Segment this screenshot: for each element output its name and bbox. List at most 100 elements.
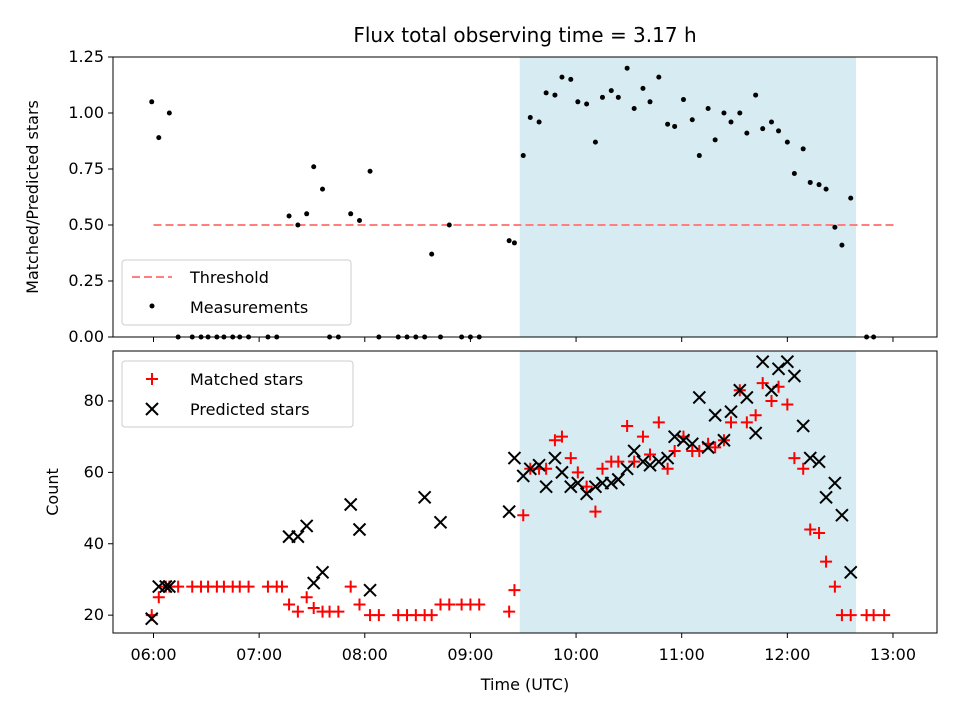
predicted-star-point [363,583,377,597]
x-tick-label: 06:00 [130,645,176,664]
measurements-legend-label: Measurements [190,298,308,317]
matched-star-point [878,609,891,622]
predicted-star-point [299,519,314,533]
predicted-star-point [803,451,817,465]
matched-star-point [571,466,584,479]
predicted-star-point [159,579,173,594]
measurement-point [348,211,354,217]
predicted-star-point [564,479,578,494]
predicted-star-point [611,472,626,487]
matched-star-point [589,505,602,518]
measurement-point [656,74,662,80]
measurement-point [640,85,646,91]
measurement-point [705,106,711,112]
predicted-star-point [417,490,432,505]
predicted-star-point [717,433,731,447]
predicted-star-point [352,522,367,537]
matched-star-point [788,452,801,465]
matched-star-point [283,598,296,611]
y-tick-label: 0.50 [68,215,104,234]
count-y-axis-label: Count [43,468,62,516]
predicted-star-point [604,476,618,490]
measurement-point [527,114,533,120]
predicted-star-point [315,565,330,580]
predicted-star-point [844,565,858,580]
matched-star-point [517,509,530,522]
ratio-panel-frame [112,56,938,338]
matched-star-point [644,448,657,461]
measurement-point [768,119,774,125]
predicted-star-point [532,458,546,472]
measurement-point [506,238,512,244]
measurement-point [753,92,759,98]
y-tick-label: 0.75 [68,159,104,178]
matched-star-point [307,602,320,615]
matched-star-point [797,462,810,475]
measurements-legend-swatch [149,303,155,309]
matched-star-point [503,605,516,618]
matched-star-point [867,609,880,622]
count-legend-box [121,360,354,428]
matched-star-point [152,591,165,604]
predicted-star-point [627,444,641,458]
x-tick-label: 07:00 [236,645,282,664]
measurement-point [552,92,558,98]
measurement-point [568,76,574,82]
measurement-point [744,130,750,136]
predicted-star-point [643,458,657,472]
y-tick-label: 60 [84,462,104,481]
count-panel-frame [112,350,938,634]
predicted-star-point [708,408,722,422]
matched-star-point [709,441,722,454]
measurement-point [356,218,362,224]
x-tick-label: 13:00 [870,645,916,664]
ratio-y-ticks: 0.00 0.25 0.50 0.75 1.00 1.25 [68,47,113,346]
measurement-point [592,139,598,145]
predicted-star-point [523,462,537,476]
matched-star-point [344,580,357,593]
measurement-point [559,74,565,80]
measurement-point [575,99,581,105]
matched-star-point [749,409,762,422]
ratio-legend: Threshold Measurements [121,259,352,326]
matched-star-point [291,605,304,618]
measurement-point [647,99,653,105]
x-axis-label: Time (UTC) [480,675,569,694]
ratio-panel: 0.00 0.25 0.50 0.75 1.00 1.25 Matched/Predict… [23,47,938,346]
chart-title: Flux total observing time = 3.17 h [353,23,696,47]
predicted-star-point [579,487,594,501]
matched-star-point [628,455,641,468]
matched-star-point [473,598,486,611]
predicted-star-point [835,508,849,522]
measurement-point [311,164,317,170]
count-legend: Matched stars Predicted stars [121,360,354,428]
matched-star-point [820,555,833,568]
measurement-point [848,195,854,201]
matched-star-point [765,394,778,407]
count-panel: 20 40 60 80 06:00 07:00 08:00 09:00 10:00 11:00 1… [43,350,938,694]
threshold-legend-label: Threshold [189,268,269,287]
matched-star-point [508,584,521,597]
predicted-star-point [780,355,795,369]
measurement-point [584,101,590,107]
predicted-star-point [145,612,159,626]
measurement-point [295,222,301,228]
predicted-star-point [507,451,522,465]
matched-star-point [804,523,817,536]
measurement-point [839,242,845,248]
matched-star-point [668,444,681,457]
measurement-point [721,110,727,116]
measurement-point [784,139,790,145]
measurement-point [367,168,373,174]
measurement-point [511,240,517,246]
predicted-star-point [685,437,699,451]
y-tick-label: 20 [84,605,104,624]
measurement-point [536,119,542,125]
measurement-point [689,117,695,123]
matched-star-point [332,605,345,618]
matched-star-point [300,591,313,604]
x-tick-label: 09:00 [447,645,493,664]
measurement-point [696,153,702,159]
measurement-point [665,121,671,127]
